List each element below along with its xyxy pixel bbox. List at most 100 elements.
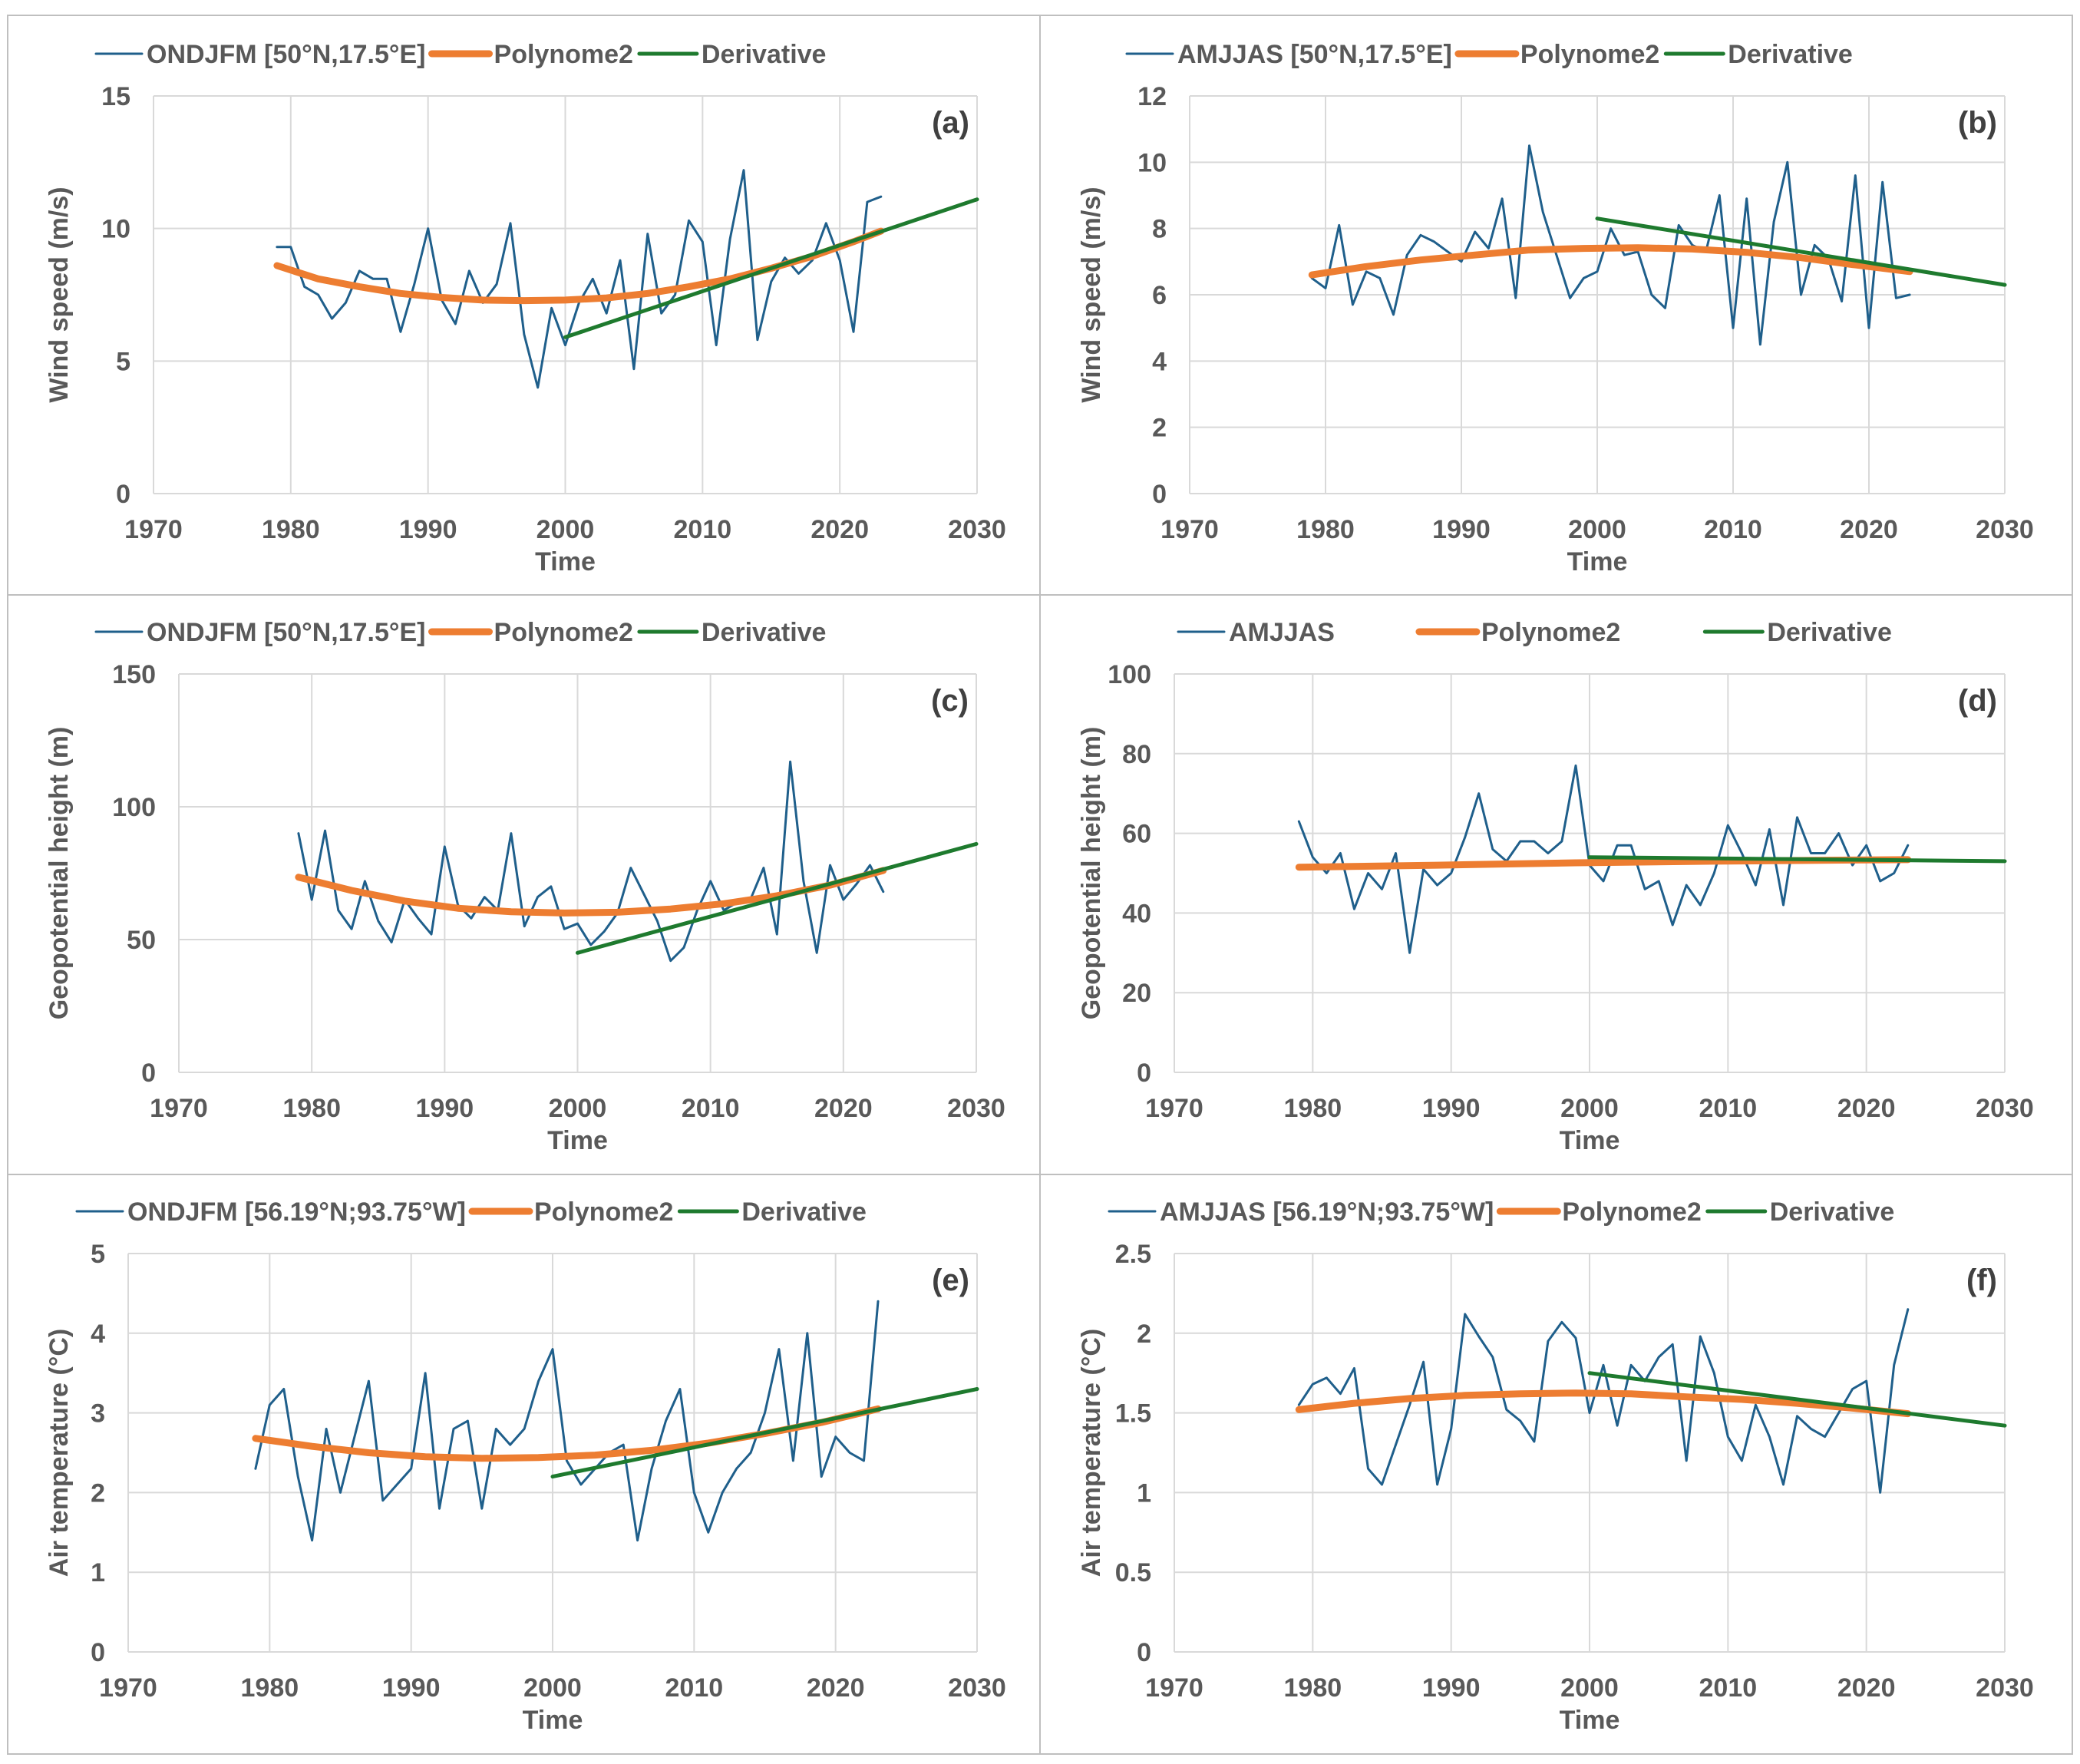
x-axis-title: Time <box>547 1126 608 1155</box>
panel-label: (f) <box>1966 1264 1997 1297</box>
series-line-observed <box>1297 764 1910 954</box>
panel-label: (c) <box>931 684 969 718</box>
legend: AMJJAS [56.19°N;93.75°W] Polynome2 Derivat… <box>1108 1197 1894 1227</box>
legend-label-derivative: Derivative <box>702 40 827 69</box>
x-tick-label: 1970 <box>99 1673 157 1703</box>
x-tick-label: 2030 <box>1976 515 2034 544</box>
legend-label-observed: ONDJFM [50°N,17.5°E] <box>147 618 426 647</box>
y-tick-label: 3 <box>91 1399 105 1429</box>
y-axis-title: Geopotential height (m) <box>45 727 74 1020</box>
chart-panel-d: 1970 1980 1990 2000 2010 2020 2030 0 20 40 60 80 100… <box>1039 594 2073 1175</box>
x-tick-label: 2030 <box>1976 1673 2034 1703</box>
legend-label-polynome2: Polynome2 <box>494 618 633 647</box>
x-tick-label: 1980 <box>1284 1673 1342 1703</box>
x-tick-label: 1990 <box>416 1094 474 1123</box>
x-tick-label: 2020 <box>1837 1673 1896 1703</box>
legend-label-polynome2: Polynome2 <box>1520 40 1659 69</box>
x-tick-label: 2020 <box>1837 1094 1896 1123</box>
legend: AMJJAS [50°N,17.5°E] Polynome2 Derivative <box>1125 40 1853 69</box>
panel-border <box>7 15 1041 596</box>
legend-label-polynome2: Polynome2 <box>494 40 633 69</box>
y-tick-label: 100 <box>112 793 156 822</box>
legend-label-observed: ONDJFM [50°N,17.5°E] <box>147 40 426 69</box>
x-tick-label: 2010 <box>682 1094 740 1123</box>
y-tick-label: 60 <box>1122 820 1151 849</box>
y-tick-label: 0 <box>1137 1059 1151 1088</box>
panel-label: (d) <box>1958 684 1997 718</box>
chart-panel-f: 1970 1980 1990 2000 2010 2020 2030 0 0.5 1 1.5 2 2.5… <box>1039 1174 2073 1755</box>
x-tick-label: 1980 <box>1284 1094 1342 1123</box>
y-tick-label: 1 <box>91 1558 105 1587</box>
x-tick-label: 2000 <box>1568 515 1626 544</box>
chart-panel-a: 1970 1980 1990 2000 2010 2020 2030 0 5 10 15 Time Wi… <box>7 15 1041 596</box>
series-line-derivative <box>1587 855 2007 864</box>
y-tick-label: 8 <box>1152 215 1167 244</box>
x-tick-label: 1980 <box>262 515 320 544</box>
y-tick-label: 100 <box>1108 660 1151 689</box>
y-tick-label: 15 <box>101 82 130 111</box>
x-tick-label: 1990 <box>1422 1094 1481 1123</box>
x-tick-label: 1980 <box>282 1094 341 1123</box>
legend-label-observed: AMJJAS <box>1229 618 1335 647</box>
series-line-derivative <box>1595 216 2007 287</box>
x-axis-title: Time <box>523 1706 583 1735</box>
x-axis-title: Time <box>535 547 596 576</box>
x-tick-label: 2000 <box>1560 1673 1619 1703</box>
x-tick-label: 1990 <box>1422 1673 1481 1703</box>
y-tick-label: 1 <box>1137 1478 1151 1508</box>
legend-label-derivative: Derivative <box>741 1197 867 1227</box>
y-tick-label: 4 <box>1152 347 1167 376</box>
series-line-derivative <box>563 197 979 339</box>
series-line-polynome2 <box>1295 1389 1912 1418</box>
x-tick-label: 2020 <box>807 1673 865 1703</box>
y-tick-label: 50 <box>127 926 156 955</box>
series-line-derivative <box>1587 1371 2007 1428</box>
legend-label-derivative: Derivative <box>1728 40 1853 69</box>
y-axis-title: Wind speed (m/s) <box>45 187 74 402</box>
series-line-derivative <box>550 1387 979 1479</box>
series-line-polynome2 <box>1308 244 1913 279</box>
series-line-observed <box>1297 1308 1910 1494</box>
x-axis-title: Time <box>1560 1126 1620 1155</box>
y-tick-label: 10 <box>1137 148 1167 177</box>
y-tick-label: 0 <box>1152 480 1167 509</box>
y-tick-label: 5 <box>116 347 130 376</box>
x-tick-label: 2020 <box>1840 515 1898 544</box>
x-tick-label: 2010 <box>1699 1673 1758 1703</box>
y-tick-label: 0.5 <box>1115 1558 1151 1587</box>
x-axis-title: Time <box>1567 547 1628 576</box>
y-tick-label: 6 <box>1152 281 1167 310</box>
y-tick-label: 4 <box>91 1320 105 1349</box>
panel-border <box>1039 1174 2073 1755</box>
y-tick-label: 2 <box>1137 1320 1151 1349</box>
y-tick-label: 0 <box>141 1059 156 1088</box>
legend: AMJJAS Polynome2 Derivative <box>1177 618 1892 647</box>
legend-label-observed: ONDJFM [56.19°N;93.75°W] <box>127 1197 466 1227</box>
x-tick-label: 2030 <box>947 1094 1005 1123</box>
legend-label-observed: AMJJAS [56.19°N;93.75°W] <box>1160 1197 1494 1227</box>
series-line-observed <box>297 760 885 963</box>
y-tick-label: 2.5 <box>1115 1240 1151 1269</box>
x-tick-label: 1980 <box>1296 515 1355 544</box>
y-tick-label: 10 <box>101 215 130 244</box>
panel-border <box>7 594 1041 1175</box>
y-axis-title: Wind speed (m/s) <box>1077 187 1106 402</box>
x-tick-label: 2010 <box>1704 515 1762 544</box>
x-tick-label: 2010 <box>674 515 732 544</box>
chart-panel-c: 1970 1980 1990 2000 2010 2020 2030 0 50 100 150 Tim… <box>7 594 1041 1175</box>
x-tick-label: 1970 <box>1161 515 1219 544</box>
legend-label-derivative: Derivative <box>702 618 827 647</box>
chart-panel-e: 1970 1980 1990 2000 2010 2020 2030 0 1 2 3 4 5 Time Ai… <box>7 1174 1041 1755</box>
y-tick-label: 0 <box>116 480 130 509</box>
x-tick-label: 1990 <box>1432 515 1491 544</box>
legend-label-polynome2: Polynome2 <box>1481 618 1620 647</box>
y-axis-title: Geopotential height (m) <box>1077 727 1106 1020</box>
legend-label-derivative: Derivative <box>1767 618 1892 647</box>
legend: ONDJFM [50°N,17.5°E] Polynome2 Derivative <box>94 40 827 69</box>
x-tick-label: 1990 <box>399 515 457 544</box>
legend: ONDJFM [56.19°N;93.75°W] Polynome2 Derivat… <box>75 1197 867 1227</box>
x-tick-label: 1970 <box>124 515 183 544</box>
y-tick-label: 150 <box>112 660 156 689</box>
y-tick-label: 2 <box>1152 414 1167 443</box>
x-tick-label: 2000 <box>523 1673 582 1703</box>
